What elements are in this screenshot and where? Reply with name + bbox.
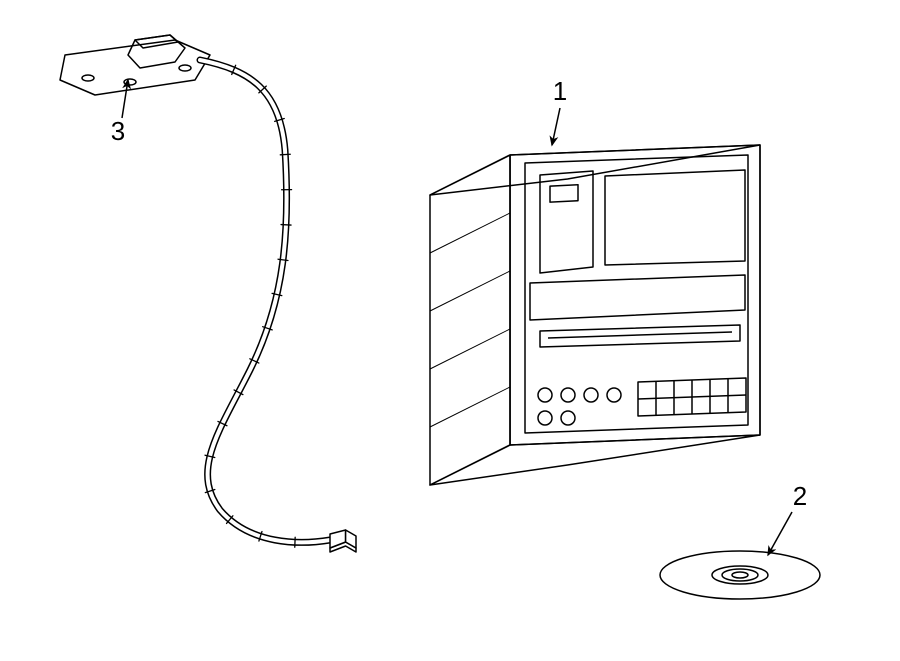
mount-hole xyxy=(82,75,94,81)
head-unit-front xyxy=(510,145,760,445)
callout-arrow-2 xyxy=(768,512,792,555)
antenna-cable xyxy=(200,60,330,542)
cable-connector xyxy=(330,530,356,552)
callout-label-1: 1 xyxy=(553,76,567,106)
head-unit-side xyxy=(430,155,510,485)
callout-arrow-1 xyxy=(552,108,560,145)
disc-outer xyxy=(660,551,820,599)
navigation-disc xyxy=(660,551,820,599)
mount-hole xyxy=(124,79,136,85)
parts-diagram: 1 2 3 xyxy=(0,0,900,661)
mount-hole xyxy=(179,65,191,71)
callout-label-3: 3 xyxy=(111,116,125,146)
antenna-mount-holes xyxy=(82,65,191,85)
cable-inner xyxy=(200,60,330,542)
cable-core xyxy=(200,60,330,542)
callout-arrow-3 xyxy=(122,80,128,118)
cable-tick xyxy=(280,154,290,155)
antenna-module-top xyxy=(135,35,178,48)
navigation-head-unit xyxy=(430,145,760,485)
callout-label-2: 2 xyxy=(793,481,807,511)
antenna-base-plate xyxy=(60,40,210,95)
gps-antenna-cable xyxy=(60,35,356,552)
